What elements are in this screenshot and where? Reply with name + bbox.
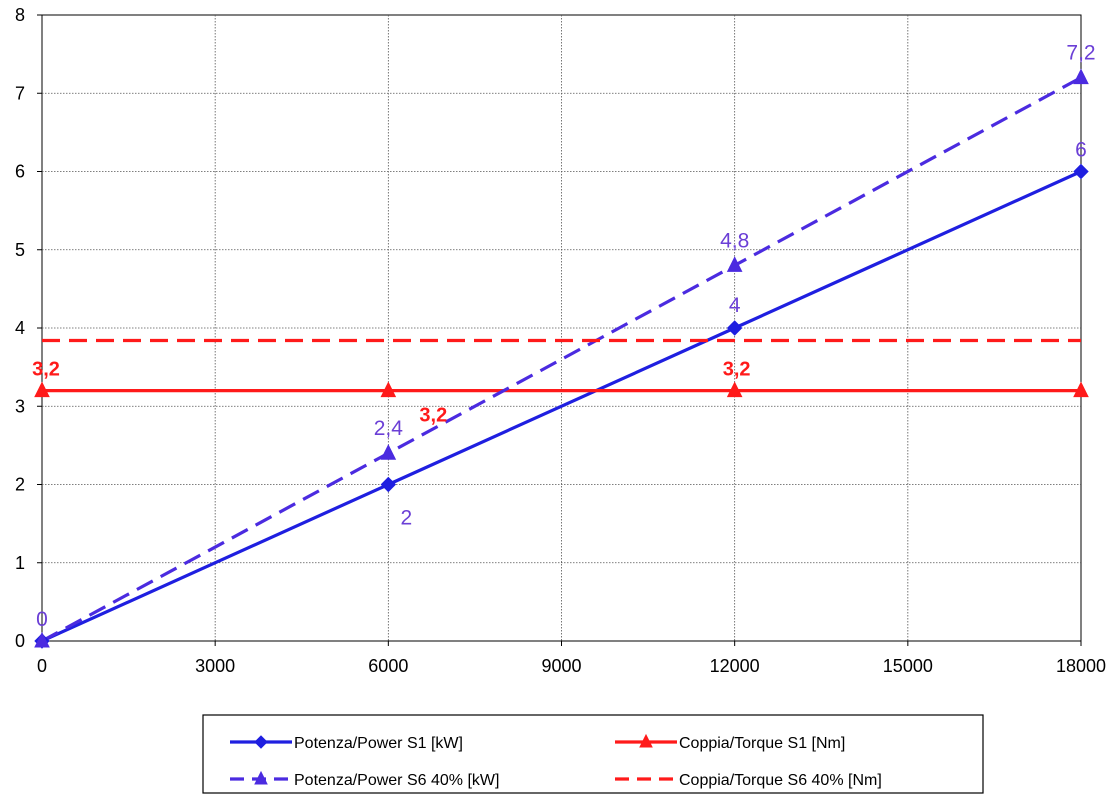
diamond-marker [380,476,397,493]
triangle-marker [1073,68,1089,85]
series-3-marks: 2,4 4,8 7,2 [34,42,1096,648]
x-tick-label: 6000 [368,656,408,676]
series-1-marks: 0 2 4 6 [34,139,1089,649]
legend-item-1: Potenza/Power S1 [kW] [230,735,463,752]
triangle-marker [34,631,50,648]
legend-label: Potenza/Power S1 [kW] [294,735,463,752]
x-tick-label: 3000 [195,656,235,676]
data-label: 3,2 [32,359,60,381]
legend-label: Coppia/Torque S1 [Nm] [679,735,845,752]
legend: Potenza/Power S1 [kW] Coppia/Torque S1 [N… [202,714,984,794]
diamond-marker [1073,163,1089,180]
y-tick-label: 0 [15,631,25,651]
diamond-marker [254,735,268,749]
data-label: 2 [400,507,412,530]
triangle-marker [726,256,743,272]
triangle-marker [254,770,268,785]
legend-item-4: Coppia/Torque S6 40% [Nm] [615,772,882,789]
series-line [41,170,1082,643]
triangle-marker [380,381,397,398]
legend-label: Coppia/Torque S6 40% [Nm] [679,772,882,789]
y-tick-label: 4 [15,318,25,338]
legend-item-3: Potenza/Power S6 40% [kW] [230,770,499,789]
data-label: 6 [1075,139,1087,162]
axes: 0 3000 6000 9000 12000 15000 18000 0 1 2 3 4 5 6 7 8 [15,5,1106,676]
y-tick-label: 7 [15,83,25,103]
series-3 [41,76,1082,643]
series-1 [41,170,1082,643]
triangle-marker [34,381,50,398]
x-tick-label: 0 [37,656,47,676]
x-tick-label: 12000 [710,656,760,676]
x-tick-label: 18000 [1056,656,1106,676]
series-line [41,76,1082,643]
data-label: 4,8 [720,229,749,252]
data-label: 3,2 [723,359,751,381]
triangle-marker [726,381,743,398]
triangle-marker [380,444,397,460]
legend-label: Potenza/Power S6 40% [kW] [294,772,499,789]
x-tick-label: 15000 [883,656,933,676]
y-tick-label: 5 [15,240,25,260]
y-tick-label: 3 [15,396,25,416]
triangle-marker [1073,381,1089,398]
y-tick-label: 8 [15,5,25,25]
data-label: 0 [36,608,48,631]
legend-item-2: Coppia/Torque S1 [Nm] [615,733,845,752]
series-2-marks: 3,2 3,2 3,2 [32,359,1089,427]
diamond-marker [726,320,743,336]
series-group: 0 2 4 6 3,2 3,2 3,2 2,4 4,8 7,2 [32,42,1096,649]
triangle-marker [639,733,653,748]
y-tick-label: 6 [15,162,25,182]
data-label: 2,4 [374,417,404,440]
data-label: 7,2 [1066,42,1095,65]
data-label: 4 [729,294,741,317]
data-label: 3,2 [419,405,447,427]
y-tick-label: 2 [15,475,25,495]
y-tick-label: 1 [15,553,25,573]
x-tick-label: 9000 [541,656,581,676]
legend-box [202,714,984,794]
